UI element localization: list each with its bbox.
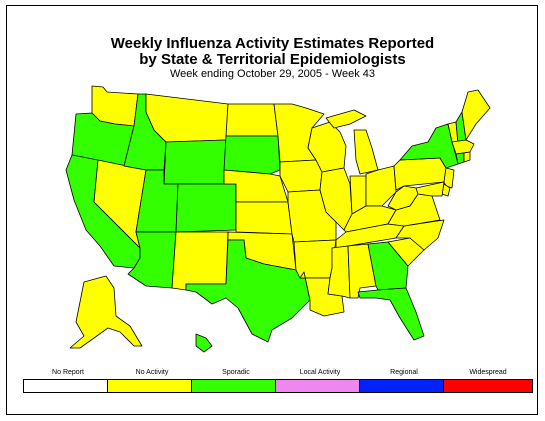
legend-swatch bbox=[191, 379, 281, 393]
state-nd bbox=[225, 103, 279, 137]
state-nm bbox=[171, 231, 229, 291]
legend-label: No Report bbox=[52, 369, 84, 376]
legend-label: Local Activity bbox=[299, 369, 341, 376]
state-ia bbox=[279, 159, 323, 193]
state-ma bbox=[451, 139, 475, 155]
state-hi bbox=[195, 333, 213, 353]
legend-item-no-activity: No Activity bbox=[107, 368, 197, 393]
state-mi bbox=[353, 129, 379, 175]
legend-label: Regional bbox=[390, 369, 418, 376]
legend-swatch bbox=[23, 379, 113, 393]
legend-label: Widespread bbox=[469, 369, 507, 376]
legend-item-widespread: Widespread bbox=[443, 368, 533, 393]
state-mi-upper bbox=[325, 109, 367, 129]
map-title: Weekly Influenza Activity Estimates Repo… bbox=[110, 35, 435, 52]
state-co bbox=[175, 183, 237, 233]
legend-swatch bbox=[443, 379, 533, 393]
legend-label: Sporadic bbox=[222, 369, 250, 376]
state-tx bbox=[185, 239, 311, 343]
state-md bbox=[415, 181, 445, 197]
state-wv bbox=[387, 185, 419, 211]
state-me bbox=[461, 89, 491, 141]
state-ar bbox=[293, 239, 337, 279]
legend-item-regional: Regional bbox=[359, 368, 449, 393]
legend-item-local-activity: Local Activity bbox=[275, 368, 365, 393]
state-ak bbox=[69, 275, 143, 349]
legend-item-no-report: No Report bbox=[23, 368, 113, 393]
state-fl bbox=[357, 287, 425, 341]
state-ri bbox=[463, 151, 471, 163]
state-mt bbox=[145, 93, 229, 143]
state-sd bbox=[223, 135, 281, 175]
state-ks bbox=[235, 201, 293, 235]
legend-item-sporadic: Sporadic bbox=[191, 368, 281, 393]
map-title-line2: by State & Territorial Epidemiologists bbox=[139, 51, 406, 68]
state-wy bbox=[163, 139, 227, 185]
legend-label: No Activity bbox=[135, 369, 169, 376]
legend-swatch bbox=[275, 379, 365, 393]
legend-swatch bbox=[107, 379, 197, 393]
map-subtitle: Week ending October 29, 2005 - Week 43 bbox=[169, 68, 376, 80]
legend-swatch bbox=[359, 379, 449, 393]
